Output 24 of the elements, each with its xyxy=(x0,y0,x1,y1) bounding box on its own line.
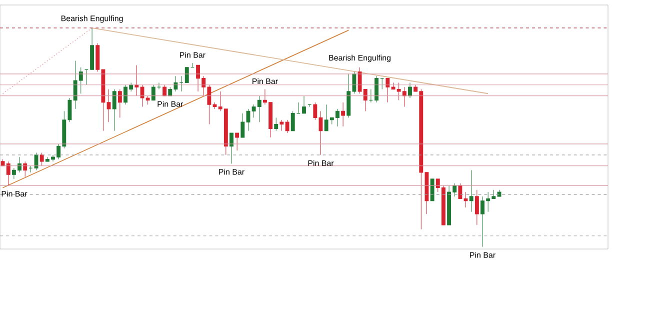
candlestick xyxy=(341,102,346,127)
candlestick xyxy=(34,152,38,170)
candlestick xyxy=(280,120,284,132)
candlestick xyxy=(184,67,189,83)
candlestick xyxy=(151,84,156,100)
candlestick xyxy=(374,76,378,103)
candlestick xyxy=(118,89,122,118)
candlestick xyxy=(408,82,412,98)
candlestick xyxy=(285,120,290,134)
candlestick xyxy=(235,132,240,151)
candlestick xyxy=(464,192,468,208)
candlestick xyxy=(386,78,390,103)
candlestick xyxy=(112,89,116,132)
candlestick xyxy=(290,110,295,132)
candlestick xyxy=(274,117,278,132)
candlestick xyxy=(230,132,234,164)
candlestick xyxy=(474,190,479,226)
candlestick xyxy=(40,152,44,166)
candlestick xyxy=(430,178,434,202)
candlestick xyxy=(302,96,306,114)
candlestick xyxy=(106,89,111,122)
candlestick xyxy=(469,170,474,212)
candlestick xyxy=(23,161,28,178)
candlestick xyxy=(458,183,462,199)
